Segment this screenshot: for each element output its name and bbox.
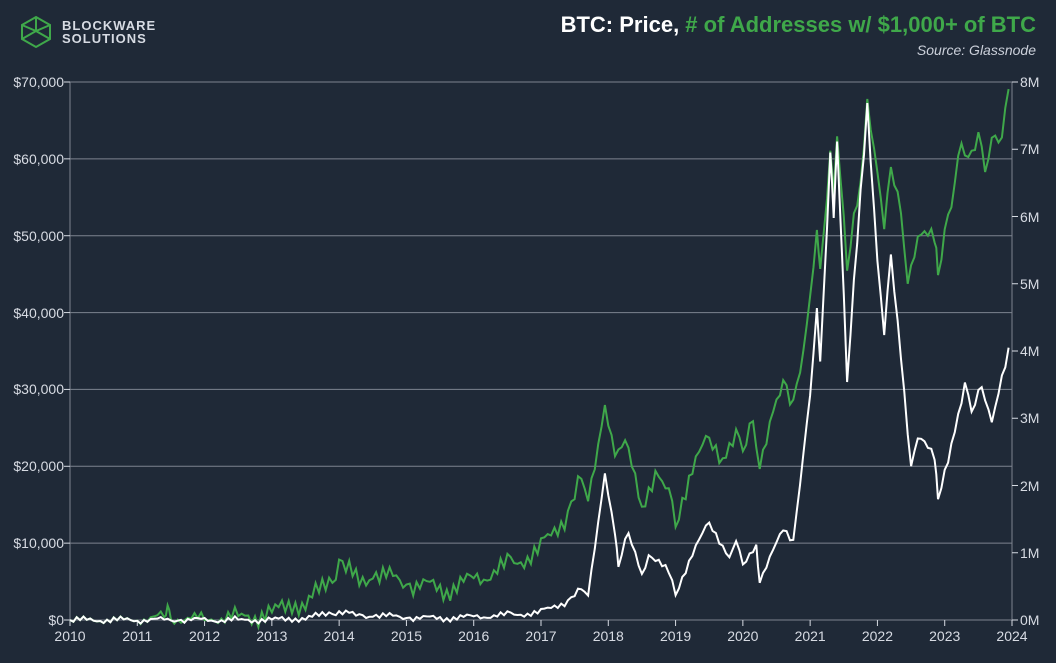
x-tick: 2015 xyxy=(391,628,422,644)
y-right-tick: 2M xyxy=(1020,478,1056,494)
x-tick: 2024 xyxy=(996,628,1027,644)
y-left-tick: $10,000 xyxy=(4,535,64,551)
x-tick: 2013 xyxy=(256,628,287,644)
x-tick: 2011 xyxy=(122,628,152,644)
x-tick: 2023 xyxy=(929,628,960,644)
y-right-tick: 5M xyxy=(1020,276,1056,292)
y-left-tick: $70,000 xyxy=(4,74,64,90)
chart-container: BLOCKWARE SOLUTIONS BTC: Price, # of Add… xyxy=(0,0,1056,663)
y-left-tick: $20,000 xyxy=(4,458,64,474)
y-right-tick: 1M xyxy=(1020,545,1056,561)
x-tick: 2016 xyxy=(458,628,489,644)
x-tick: 2019 xyxy=(660,628,691,644)
addresses-line xyxy=(70,89,1009,627)
axes xyxy=(64,82,1018,626)
y-left-tick: $60,000 xyxy=(4,151,64,167)
y-right-tick: 8M xyxy=(1020,74,1056,90)
x-tick: 2018 xyxy=(593,628,624,644)
x-tick: 2020 xyxy=(727,628,758,644)
y-left-tick: $0 xyxy=(4,612,64,628)
x-tick: 2022 xyxy=(862,628,893,644)
y-right-tick: 4M xyxy=(1020,343,1056,359)
y-right-tick: 6M xyxy=(1020,209,1056,225)
y-left-tick: $40,000 xyxy=(4,305,64,321)
chart-plot xyxy=(0,0,1056,663)
y-right-tick: 3M xyxy=(1020,410,1056,426)
x-tick: 2010 xyxy=(54,628,85,644)
y-left-tick: $30,000 xyxy=(4,381,64,397)
y-right-tick: 0M xyxy=(1020,612,1056,628)
x-tick: 2012 xyxy=(189,628,220,644)
y-right-tick: 7M xyxy=(1020,141,1056,157)
x-tick: 2021 xyxy=(795,628,826,644)
y-left-tick: $50,000 xyxy=(4,228,64,244)
x-tick: 2014 xyxy=(324,628,355,644)
x-tick: 2017 xyxy=(525,628,556,644)
